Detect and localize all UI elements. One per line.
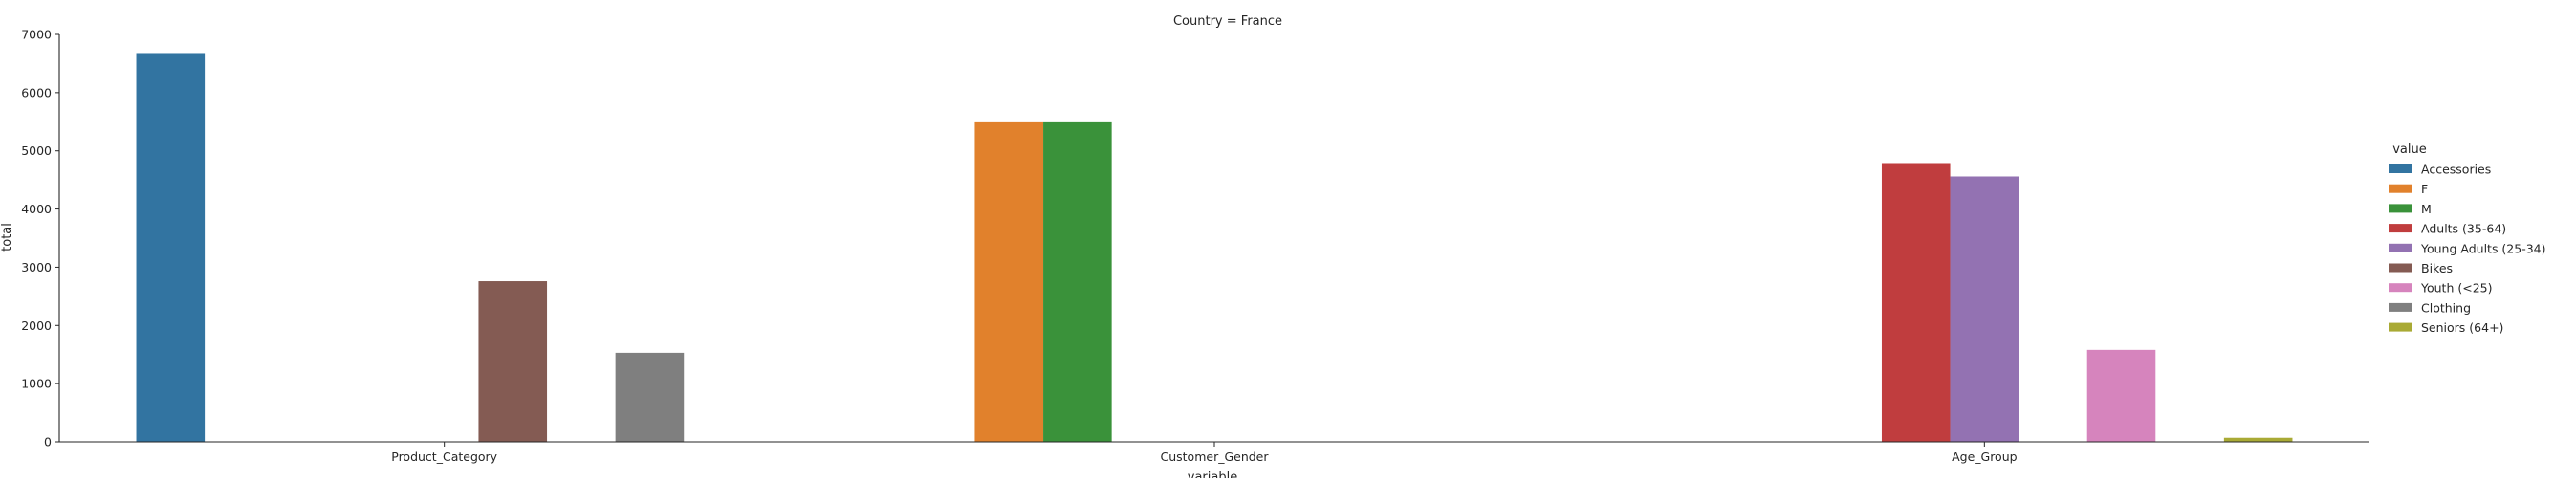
legend-item: Adults (35-64) [2389, 222, 2506, 236]
plot-area [136, 53, 2293, 443]
legend-swatch [2389, 283, 2412, 293]
legend-label: Youth (<25) [2420, 281, 2492, 296]
legend-swatch [2389, 204, 2412, 213]
bar-f [974, 121, 1044, 442]
legend-swatch [2389, 322, 2412, 332]
bar-youth-25 [2086, 349, 2156, 442]
legend-swatch [2389, 302, 2412, 312]
y-tick-label: 5000 [21, 143, 52, 158]
legend-label: Seniors (64+) [2421, 320, 2503, 335]
y-tick-label: 3000 [21, 260, 52, 274]
y-tick-label: 4000 [21, 202, 52, 216]
y-tick-label: 7000 [21, 28, 52, 42]
x-tick-label: Customer_Gender [1160, 449, 1269, 464]
bar-young-adults-25-34 [1950, 176, 2019, 443]
bar-accessories [136, 53, 206, 442]
y-tick-label: 0 [44, 435, 52, 449]
legend-item: Accessories [2389, 163, 2491, 177]
legend-label: Bikes [2421, 261, 2453, 275]
legend-label: Clothing [2421, 300, 2471, 315]
legend-item: Young Adults (25-34) [2389, 241, 2546, 255]
y-axis: 0 1000 2000 3000 4000 5000 6000 7000 [21, 28, 60, 449]
legend-label: M [2421, 202, 2432, 216]
chart-title: Country = France [1173, 14, 1282, 29]
legend-item: Seniors (64+) [2389, 320, 2503, 335]
legend-swatch [2389, 184, 2412, 193]
x-tick-label: Age_Group [1952, 449, 2018, 464]
y-tick-label: 1000 [21, 377, 52, 391]
legend-label: F [2421, 182, 2428, 196]
legend-swatch [2389, 243, 2412, 252]
y-axis-label: total [0, 223, 14, 252]
bar-adults-35-64 [1881, 163, 1951, 443]
legend-title: value [2392, 142, 2427, 157]
legend-item: Clothing [2389, 300, 2471, 315]
x-tick-label: Product_Category [391, 449, 497, 464]
legend-item: F [2389, 182, 2428, 196]
bar-seniors-64 [2223, 437, 2293, 442]
y-tick-label: 2000 [21, 318, 52, 333]
bar-bikes [478, 281, 548, 442]
legend-label: Accessories [2421, 163, 2491, 177]
legend-label: Young Adults (25-34) [2420, 241, 2546, 255]
legend-item: M [2389, 202, 2432, 216]
bar-m [1043, 121, 1112, 442]
legend-swatch [2389, 263, 2412, 273]
legend-label: Adults (35-64) [2421, 222, 2506, 236]
legend-swatch [2389, 164, 2412, 173]
x-axis-label: variable [1188, 471, 1237, 478]
y-tick-label: 6000 [21, 85, 52, 99]
legend: value Accessories FM Adults (35-64) Young A… [2389, 142, 2546, 335]
legend-item: Bikes [2389, 261, 2453, 275]
legend-swatch [2389, 224, 2412, 233]
legend-item: Youth (<25) [2389, 281, 2492, 296]
x-axis: Product_Category Customer_Gender Age_Group [59, 441, 2369, 464]
bar-clothing [615, 352, 685, 442]
